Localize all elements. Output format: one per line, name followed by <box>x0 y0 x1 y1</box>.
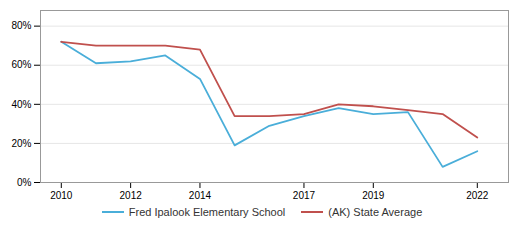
svg-text:2014: 2014 <box>189 190 212 201</box>
html-text:Fred Ipalook Elementary School: Fred Ipalook Elementary School <box>128 206 286 218</box>
svg-text:2017: 2017 <box>293 190 316 201</box>
svg-text:80%: 80% <box>11 20 31 31</box>
svg-text:2010: 2010 <box>50 190 73 201</box>
svg-text:20%: 20% <box>11 138 31 149</box>
svg-text:2022: 2022 <box>466 190 489 201</box>
svg-text:2012: 2012 <box>120 190 143 201</box>
svg-text:60%: 60% <box>11 59 31 70</box>
html-text:(AK) State Average: (AK) State Average <box>328 206 423 218</box>
svg-text:40%: 40% <box>11 99 31 110</box>
svg-text:0%: 0% <box>17 177 32 188</box>
svg-text:2019: 2019 <box>362 190 385 201</box>
